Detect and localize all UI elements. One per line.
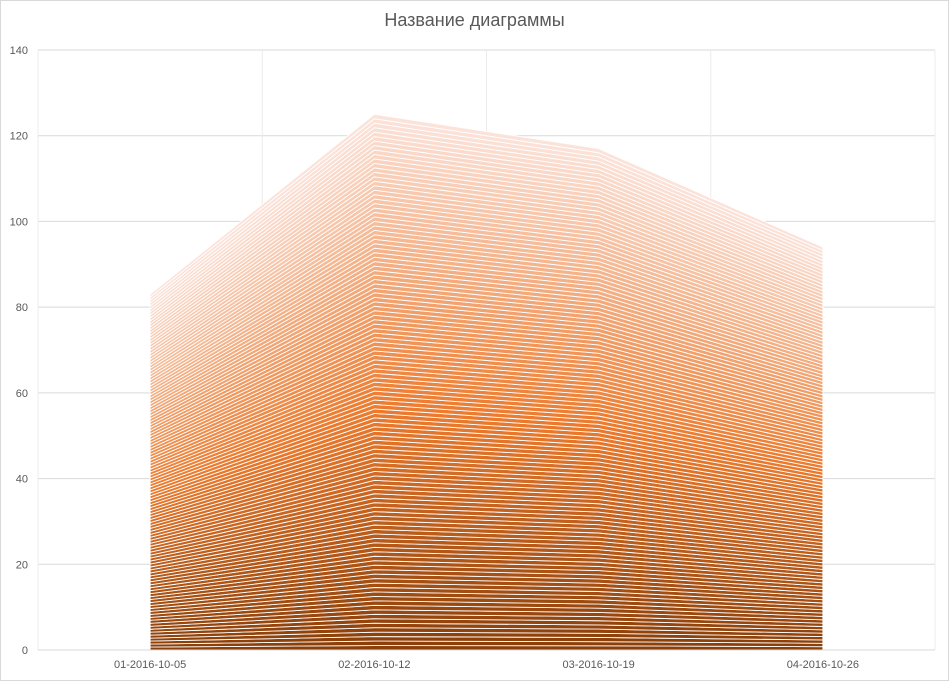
y-tick-label: 120 — [10, 131, 28, 143]
stacked-area-series — [149, 113, 824, 651]
chart-title: Название диаграммы — [384, 10, 565, 30]
y-tick-label: 0 — [22, 645, 28, 657]
x-tick-label: 03-2016-10-19 — [563, 659, 635, 671]
y-tick-label: 140 — [10, 45, 28, 57]
x-tick-label: 02-2016-10-12 — [338, 659, 410, 671]
axes: 0 20 40 60 80 100 120 140 01-2016-10-05 02-2016-1… — [10, 45, 935, 671]
y-tick-label: 80 — [16, 302, 28, 314]
y-tick-label: 20 — [16, 559, 28, 571]
y-tick-label: 100 — [10, 216, 28, 228]
x-tick-label: 04-2016-10-26 — [787, 659, 859, 671]
area-series-120 — [149, 113, 824, 298]
y-tick-label: 60 — [16, 388, 28, 400]
y-tick-label: 40 — [16, 474, 28, 486]
x-tick-label: 01-2016-10-05 — [114, 659, 186, 671]
